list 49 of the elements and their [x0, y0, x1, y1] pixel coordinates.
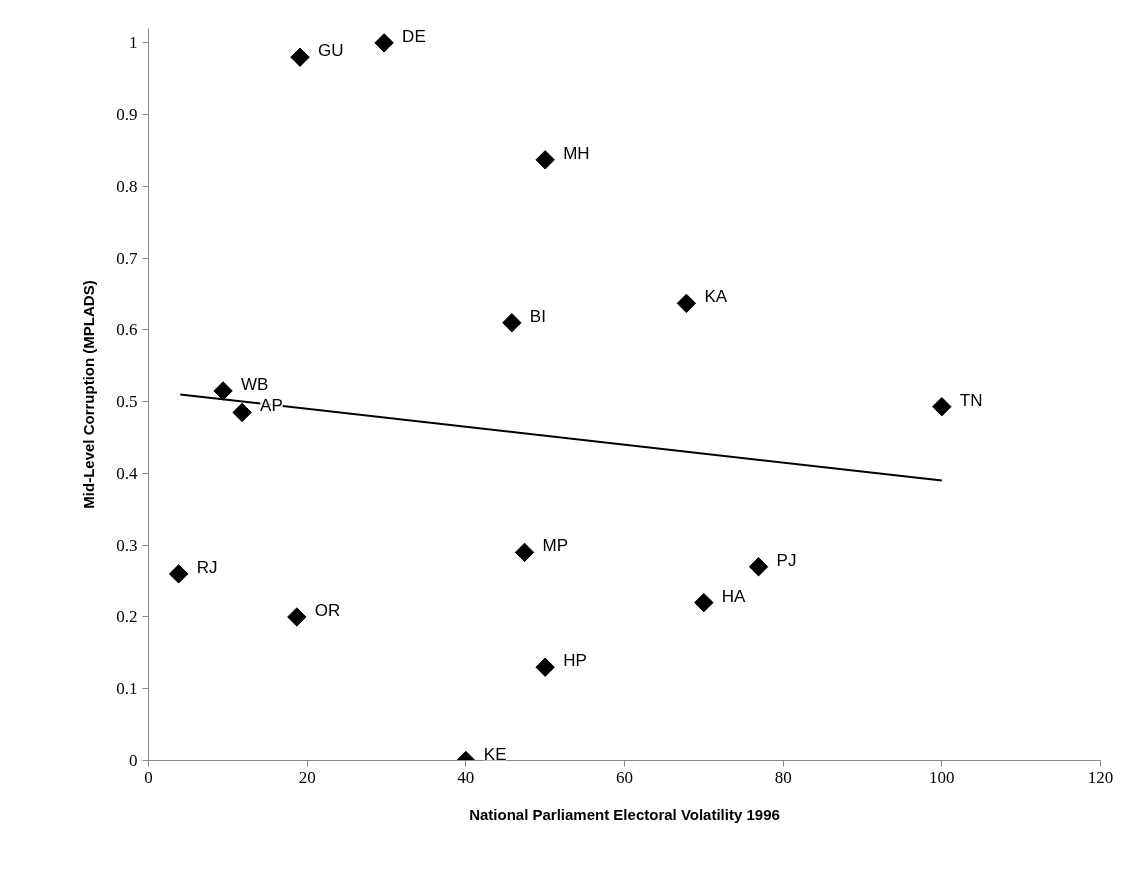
data-label: MH — [563, 143, 590, 163]
x-tick-label: 60 — [616, 767, 633, 787]
x-tick-label: 120 — [1087, 767, 1114, 787]
data-label: TN — [959, 390, 983, 410]
point — [932, 397, 952, 417]
point — [232, 402, 252, 423]
y-tick-label: 0 — [129, 751, 138, 770]
y-tick-label: 0.4 — [116, 463, 138, 483]
data-label: KA — [704, 287, 728, 307]
point — [502, 313, 522, 333]
y-tick-label: 0.5 — [116, 392, 138, 412]
x-tick-label: 40 — [457, 767, 475, 787]
x-tick-label: 80 — [774, 767, 792, 787]
point — [514, 542, 535, 563]
point — [287, 607, 307, 627]
y-tick-label: 0.2 — [116, 607, 138, 627]
y-tick-label: 0.9 — [116, 105, 138, 125]
data-label: OR — [314, 600, 341, 620]
point — [748, 557, 769, 577]
point — [535, 150, 555, 170]
y-tick-label: 0.7 — [116, 248, 138, 268]
y-tick-label: 0.6 — [116, 320, 138, 340]
data-label: KE — [483, 744, 507, 764]
y-tick-label: 0.8 — [116, 176, 138, 196]
data-label: MP — [542, 536, 569, 556]
y-axis-title: Mid-Level Corruption (MPLADS) — [80, 280, 98, 509]
y-tick-label: 0.1 — [116, 679, 138, 699]
data-label: AP — [260, 396, 283, 416]
x-tick-label: 100 — [929, 767, 955, 787]
y-tick-label: 1 — [129, 33, 138, 53]
data-label: GU — [318, 41, 344, 61]
data-label: WB — [241, 374, 269, 394]
data-label: DE — [402, 26, 426, 46]
data-label: RJ — [196, 557, 218, 577]
x-tick-label: 20 — [298, 767, 316, 787]
point — [168, 564, 189, 584]
point — [213, 381, 233, 401]
data-label: HP — [563, 651, 587, 671]
y-tick-label: 0.3 — [116, 535, 138, 555]
point — [676, 293, 697, 314]
data-label: HA — [721, 586, 747, 606]
point — [290, 47, 310, 67]
x-axis-title: National Parliament Electoral Volatility 1996 — [469, 805, 780, 823]
x-tick-label: 0 — [144, 767, 153, 787]
data-label: BI — [529, 306, 546, 326]
point — [694, 592, 714, 613]
point — [374, 33, 394, 53]
point — [535, 657, 555, 677]
data-label: PJ — [776, 550, 797, 570]
